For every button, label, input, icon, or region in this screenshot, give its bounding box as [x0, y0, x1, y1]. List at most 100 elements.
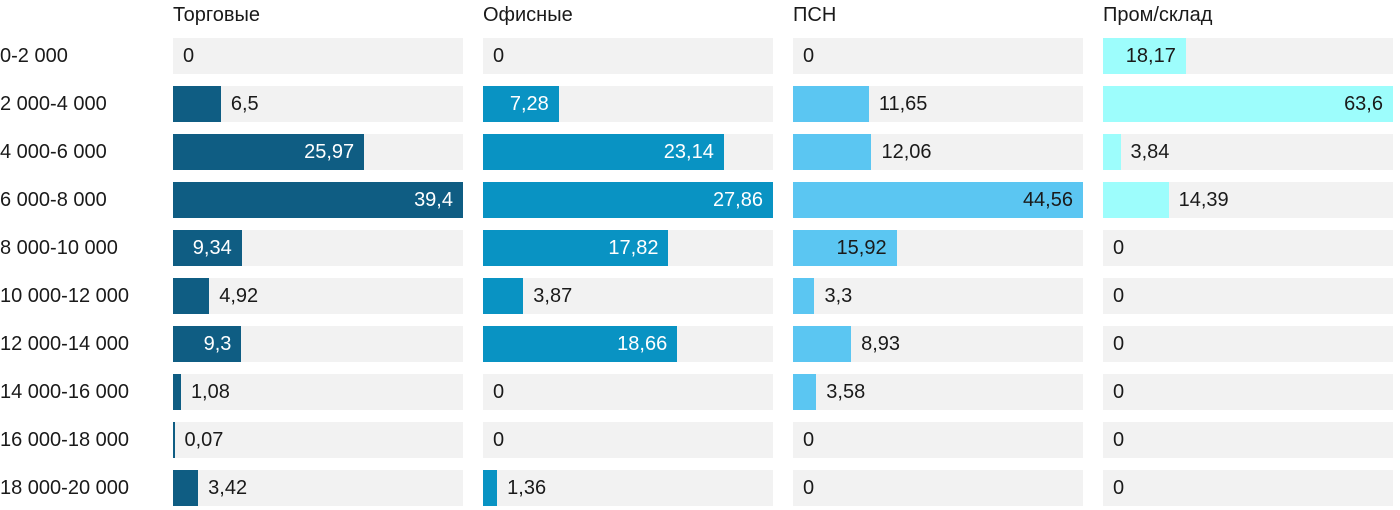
row-label: 6 000-8 000 [0, 188, 107, 211]
bar-track: 1,36 [483, 470, 773, 506]
bar-value-label: 0 [1113, 285, 1125, 307]
bar[interactable] [793, 326, 852, 362]
bar[interactable] [483, 470, 498, 506]
bar-track: 0 [1103, 422, 1393, 458]
row-label: 16 000-18 000 [0, 428, 130, 451]
bar-track: 1,08 [173, 374, 463, 410]
bar-track: 9,34 [173, 230, 463, 266]
bar[interactable]: 63,6 [1103, 86, 1393, 122]
bar-value-label: 17,82 [608, 237, 659, 259]
row-label: 18 000-20 000 [0, 476, 130, 499]
bar[interactable]: 15,92 [793, 230, 897, 266]
bar-value-label: 6,5 [230, 93, 259, 115]
bar-track: 0,07 [173, 422, 463, 458]
bar-track: 7,28 [483, 86, 773, 122]
bar-track: 18,17 [1103, 38, 1393, 74]
bar-value-label: 14,39 [1178, 189, 1229, 211]
bar-value-label: 7,28 [509, 93, 549, 115]
bar[interactable] [793, 86, 869, 122]
bar-track: 18,66 [483, 326, 773, 362]
bar-value-label: 1,08 [190, 381, 230, 403]
bar[interactable] [173, 86, 221, 122]
bar[interactable] [483, 278, 524, 314]
bar-value-label: 4,92 [219, 285, 259, 307]
row-label: 4 000-6 000 [0, 140, 107, 163]
bar[interactable] [173, 470, 199, 506]
bar[interactable]: 27,86 [483, 182, 773, 218]
bar-track: 39,4 [173, 182, 463, 218]
bar[interactable]: 18,66 [483, 326, 678, 362]
bar-value-label: 8,93 [861, 333, 901, 355]
bar-track: 17,82 [483, 230, 773, 266]
bar[interactable] [1103, 182, 1169, 218]
bar[interactable]: 18,17 [1103, 38, 1186, 74]
bar-track: 14,39 [1103, 182, 1393, 218]
bar-track: 44,56 [793, 182, 1083, 218]
bar-value-label: 0 [493, 429, 505, 451]
bar-value-label: 18,66 [617, 333, 668, 355]
bar[interactable]: 9,3 [173, 326, 242, 362]
bar[interactable]: 7,28 [483, 86, 559, 122]
bar-value-label: 0 [1113, 237, 1125, 259]
bar-value-label: 0 [1113, 429, 1125, 451]
column-header-ofisnye: Офисные [483, 4, 573, 26]
bar-track: 63,6 [1103, 86, 1393, 122]
bar-track: 3,58 [793, 374, 1083, 410]
bar-value-label: 3,84 [1130, 141, 1170, 163]
column-header-torgovye: Торговые [173, 4, 261, 26]
bar[interactable] [173, 422, 175, 458]
bar[interactable] [173, 374, 181, 410]
bar-value-label: 3,58 [826, 381, 866, 403]
bar-value-label: 0 [1113, 477, 1125, 499]
bar[interactable]: 39,4 [173, 182, 463, 218]
bar-track: 0 [1103, 278, 1393, 314]
row-label: 10 000-12 000 [0, 284, 130, 307]
row-label: 12 000-14 000 [0, 332, 130, 355]
bar-track: 6,5 [173, 86, 463, 122]
bar-value-label: 0 [493, 381, 505, 403]
bar-value-label: 0 [803, 45, 815, 67]
bar-track: 3,42 [173, 470, 463, 506]
bar-track: 0 [483, 374, 773, 410]
bar-value-label: 9,3 [203, 333, 232, 355]
bar-value-label: 9,34 [192, 237, 232, 259]
bar[interactable]: 44,56 [793, 182, 1083, 218]
bar-track: 0 [1103, 230, 1393, 266]
bar-value-label: 1,36 [507, 477, 547, 499]
corner-cell [0, 0, 153, 38]
bar-track: 0 [793, 38, 1083, 74]
bar-track: 0 [1103, 470, 1393, 506]
column-header-psn: ПСН [793, 4, 837, 26]
bar[interactable]: 17,82 [483, 230, 669, 266]
bar-value-label: 23,14 [663, 141, 714, 163]
bar-value-label: 0 [803, 477, 815, 499]
column-header-prom-sklad: Пром/склад [1103, 4, 1213, 26]
bar[interactable]: 9,34 [173, 230, 242, 266]
bar-track: 3,87 [483, 278, 773, 314]
bar[interactable] [173, 278, 210, 314]
bar[interactable]: 25,97 [173, 134, 365, 170]
bar-value-label: 0 [1113, 381, 1125, 403]
bar[interactable]: 23,14 [483, 134, 724, 170]
bar-value-label: 3,87 [533, 285, 573, 307]
bar-track: 0 [793, 470, 1083, 506]
bar-value-label: 3,3 [824, 285, 853, 307]
row-label: 2 000-4 000 [0, 92, 107, 115]
bar-track: 3,84 [1103, 134, 1393, 170]
bar-track: 25,97 [173, 134, 463, 170]
row-label: 0-2 000 [0, 44, 68, 67]
bar[interactable] [793, 278, 815, 314]
bar-track: 0 [483, 422, 773, 458]
bar-track: 27,86 [483, 182, 773, 218]
bar-value-label: 63,6 [1344, 93, 1383, 115]
bar[interactable] [793, 134, 872, 170]
bar-value-label: 27,86 [712, 189, 763, 211]
bar[interactable] [1103, 134, 1121, 170]
bar-value-label: 18,17 [1125, 45, 1176, 67]
bar[interactable] [793, 374, 817, 410]
bar-track: 4,92 [173, 278, 463, 314]
bar-value-label: 11,65 [878, 93, 928, 115]
bar-track: 8,93 [793, 326, 1083, 362]
bar-track: 0 [483, 38, 773, 74]
bar-value-label: 12,06 [881, 141, 932, 163]
